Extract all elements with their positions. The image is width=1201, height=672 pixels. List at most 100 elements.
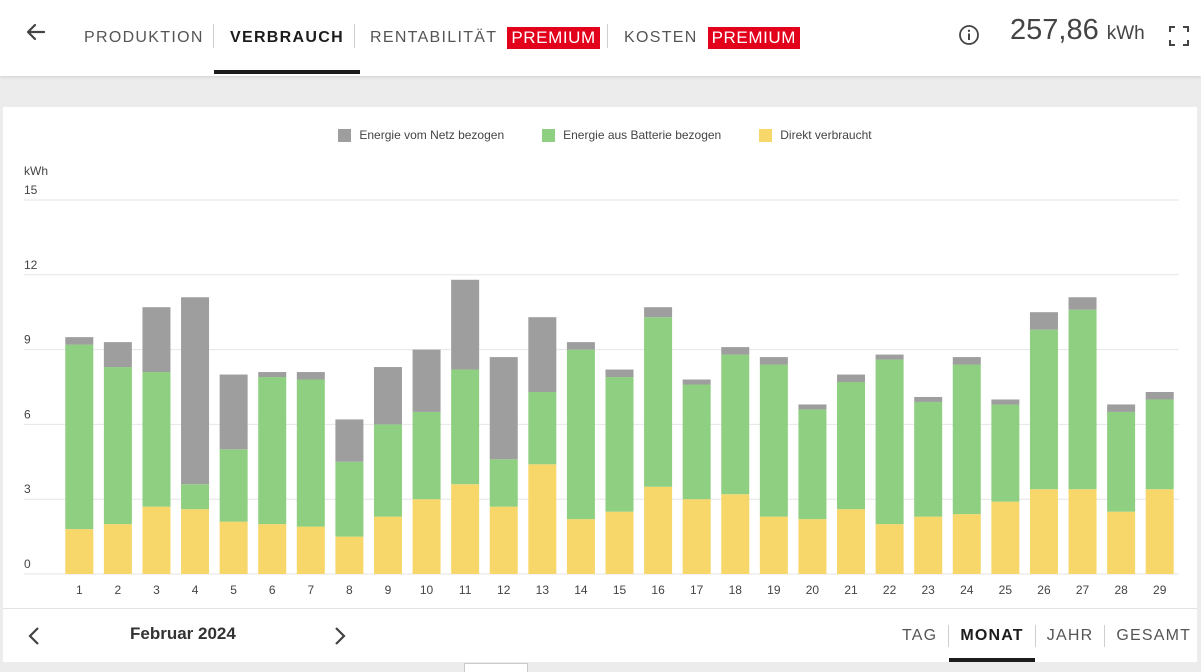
bar-segment[interactable] bbox=[1107, 511, 1136, 574]
bar-segment[interactable] bbox=[181, 509, 210, 574]
range-tab-gesamt[interactable]: GESAMT bbox=[1116, 627, 1192, 644]
bar-segment[interactable] bbox=[258, 377, 287, 525]
bar-segment[interactable] bbox=[451, 484, 480, 574]
bar-segment[interactable] bbox=[682, 379, 711, 385]
bar-segment[interactable] bbox=[952, 357, 981, 365]
bar-segment[interactable] bbox=[412, 411, 441, 500]
bar-segment[interactable] bbox=[759, 516, 788, 574]
bar-segment[interactable] bbox=[1145, 391, 1174, 400]
bar-segment[interactable] bbox=[798, 409, 827, 520]
bar-segment[interactable] bbox=[296, 379, 325, 527]
bar-segment[interactable] bbox=[296, 372, 325, 380]
fullscreen-icon[interactable] bbox=[1167, 24, 1191, 48]
legend-item-battery[interactable]: Energie aus Batterie bezogen bbox=[542, 125, 721, 145]
bar-segment[interactable] bbox=[65, 529, 94, 574]
bar-segment[interactable] bbox=[412, 499, 441, 574]
bar-segment[interactable] bbox=[914, 396, 943, 402]
bar-segment[interactable] bbox=[1145, 489, 1174, 574]
bar-segment[interactable] bbox=[528, 317, 557, 392]
bar-segment[interactable] bbox=[451, 369, 480, 485]
bar-segment[interactable] bbox=[1145, 399, 1174, 490]
bar-segment[interactable] bbox=[952, 514, 981, 574]
bar-segment[interactable] bbox=[1107, 411, 1136, 512]
tab-produktion[interactable]: PRODUKTION bbox=[84, 0, 204, 76]
bar-segment[interactable] bbox=[528, 464, 557, 574]
bar-segment[interactable] bbox=[489, 357, 518, 460]
bar-segment[interactable] bbox=[373, 424, 402, 517]
bar-segment[interactable] bbox=[952, 364, 981, 515]
bar-segment[interactable] bbox=[837, 509, 866, 574]
legend-item-grid[interactable]: Energie vom Netz bezogen bbox=[338, 125, 504, 145]
chevron-right-icon[interactable] bbox=[327, 624, 351, 648]
tab-kosten[interactable]: KOSTEN PREMIUM bbox=[624, 0, 801, 76]
bar-segment[interactable] bbox=[566, 519, 595, 574]
bar-segment[interactable] bbox=[566, 342, 595, 350]
bar-segment[interactable] bbox=[644, 486, 673, 574]
bar-segment[interactable] bbox=[875, 524, 904, 574]
tab-rentabilitaet[interactable]: RENTABILITÄT PREMIUM bbox=[370, 0, 600, 76]
bar-segment[interactable] bbox=[489, 459, 518, 507]
bar-segment[interactable] bbox=[181, 484, 210, 510]
chevron-left-icon[interactable] bbox=[23, 624, 47, 648]
bar-segment[interactable] bbox=[373, 367, 402, 425]
bar-segment[interactable] bbox=[219, 449, 248, 522]
bar-segment[interactable] bbox=[296, 526, 325, 574]
bar-segment[interactable] bbox=[837, 374, 866, 383]
bar-segment[interactable] bbox=[644, 307, 673, 318]
bar-segment[interactable] bbox=[219, 374, 248, 450]
bar-segment[interactable] bbox=[991, 501, 1020, 574]
bar-segment[interactable] bbox=[798, 519, 827, 574]
bar-segment[interactable] bbox=[566, 349, 595, 520]
range-tab-monat[interactable]: MONAT bbox=[949, 618, 1036, 662]
bar-segment[interactable] bbox=[489, 506, 518, 574]
bar-segment[interactable] bbox=[528, 391, 557, 465]
bar-segment[interactable] bbox=[1029, 312, 1058, 330]
bar-segment[interactable] bbox=[1068, 297, 1097, 310]
bar-segment[interactable] bbox=[682, 499, 711, 574]
bar-segment[interactable] bbox=[1107, 404, 1136, 412]
bar-segment[interactable] bbox=[335, 536, 364, 574]
bar-segment[interactable] bbox=[65, 344, 94, 530]
bar-segment[interactable] bbox=[142, 506, 171, 574]
bar-segment[interactable] bbox=[258, 372, 287, 378]
bar-segment[interactable] bbox=[412, 349, 441, 412]
bar-segment[interactable] bbox=[875, 359, 904, 525]
bar-segment[interactable] bbox=[759, 364, 788, 517]
bar-segment[interactable] bbox=[721, 347, 750, 355]
bar-segment[interactable] bbox=[1029, 329, 1058, 490]
bar-segment[interactable] bbox=[1068, 489, 1097, 574]
bar-segment[interactable] bbox=[142, 307, 171, 373]
bar-segment[interactable] bbox=[142, 372, 171, 507]
bar-segment[interactable] bbox=[335, 461, 364, 537]
bar-segment[interactable] bbox=[875, 354, 904, 360]
bar-segment[interactable] bbox=[103, 367, 132, 525]
bar-segment[interactable] bbox=[721, 494, 750, 574]
legend-item-direct[interactable]: Direkt verbraucht bbox=[759, 125, 872, 145]
bar-segment[interactable] bbox=[991, 399, 1020, 405]
range-tab-tag[interactable]: TAG bbox=[902, 627, 938, 644]
bar-segment[interactable] bbox=[759, 357, 788, 365]
tab-verbrauch[interactable]: VERBRAUCH bbox=[214, 0, 360, 76]
bar-segment[interactable] bbox=[644, 317, 673, 487]
bar-segment[interactable] bbox=[65, 337, 94, 345]
bar-segment[interactable] bbox=[605, 377, 634, 512]
bar-segment[interactable] bbox=[258, 524, 287, 574]
bar-segment[interactable] bbox=[219, 521, 248, 574]
bar-segment[interactable] bbox=[991, 404, 1020, 502]
bar-segment[interactable] bbox=[721, 354, 750, 495]
bar-segment[interactable] bbox=[335, 419, 364, 462]
bar-segment[interactable] bbox=[682, 384, 711, 500]
bar-segment[interactable] bbox=[103, 342, 132, 368]
bar-segment[interactable] bbox=[103, 524, 132, 574]
bar-segment[interactable] bbox=[914, 516, 943, 574]
bar-segment[interactable] bbox=[373, 516, 402, 574]
bar-segment[interactable] bbox=[605, 511, 634, 574]
bar-segment[interactable] bbox=[605, 369, 634, 378]
bar-segment[interactable] bbox=[914, 401, 943, 517]
bar-segment[interactable] bbox=[1068, 309, 1097, 490]
info-icon[interactable] bbox=[958, 24, 980, 46]
bar-segment[interactable] bbox=[798, 404, 827, 410]
bar-segment[interactable] bbox=[1029, 489, 1058, 574]
range-tab-jahr[interactable]: JAHR bbox=[1046, 627, 1094, 644]
bar-segment[interactable] bbox=[451, 279, 480, 370]
